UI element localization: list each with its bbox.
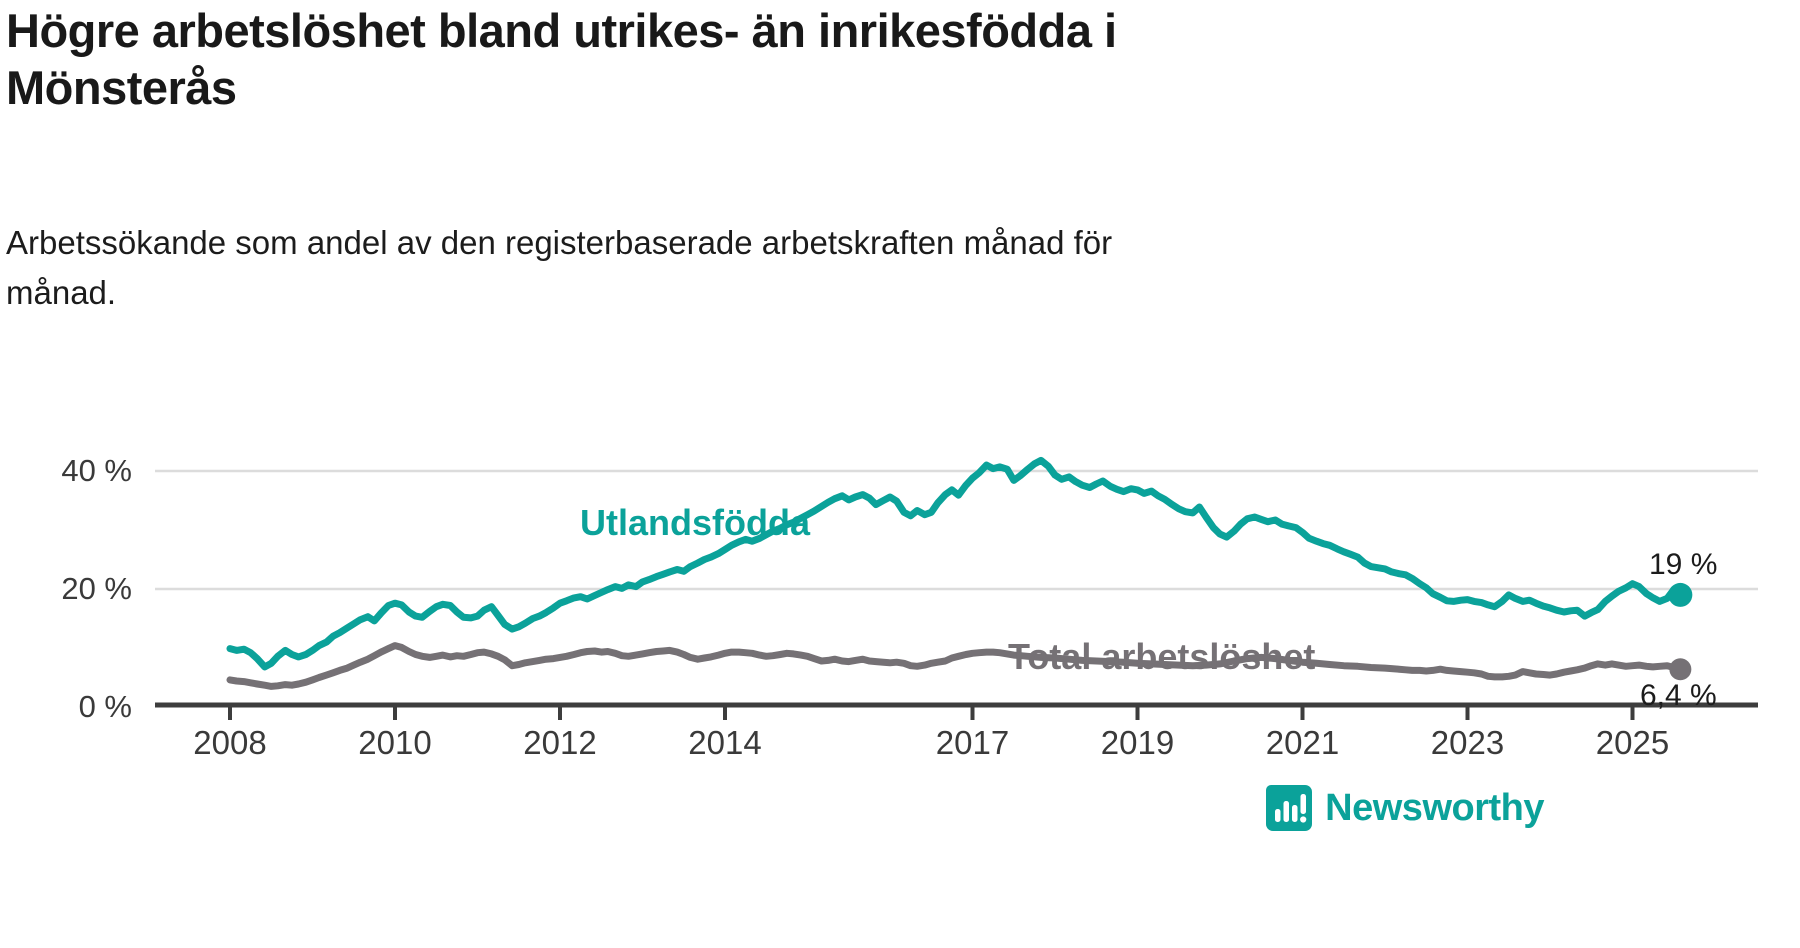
page-title: Högre arbetslöshet bland utrikes- än inr…: [6, 2, 1117, 116]
series-label-total: Total arbetslöshet: [1008, 636, 1316, 677]
end-value-utlandsfodda: 19 %: [1649, 548, 1718, 581]
x-tick-label: 2023: [1430, 724, 1505, 761]
end-value-total: 6,4 %: [1640, 679, 1717, 712]
x-tick-label: 2025: [1595, 724, 1670, 761]
x-tick-label: 2012: [523, 724, 597, 761]
gridlines: [155, 469, 1758, 591]
x-tick-label: 2021: [1265, 724, 1340, 761]
newsworthy-logo-text: Newsworthy: [1325, 786, 1544, 829]
y-tick-label: 40 %: [61, 453, 132, 488]
newsworthy-logo: Newsworthy: [1265, 784, 1544, 832]
x-tick-label: 2017: [935, 724, 1010, 761]
series-line-total: [226, 642, 1684, 690]
y-tick-label: 20 %: [61, 571, 132, 606]
x-tick-label: 2019: [1100, 724, 1175, 761]
series-endpoint-utlandsfodda: [1668, 582, 1693, 607]
title-line-2: Mönsterås: [6, 61, 237, 114]
subtitle-line-1: Arbetssökande som andel av den registerb…: [6, 224, 1113, 261]
series-label-utlandsfodda: Utlandsfödda: [580, 502, 810, 543]
series-endpoint-total: [1669, 658, 1692, 681]
x-axis-ticks: [228, 707, 1635, 720]
x-tick-label: 2010: [358, 724, 432, 761]
series-line-utlandsfodda: [226, 456, 1684, 671]
title-line-1: Högre arbetslöshet bland utrikes- än inr…: [6, 4, 1117, 57]
x-tick-label: 2008: [193, 724, 267, 761]
y-tick-label: 0 %: [78, 689, 132, 724]
subtitle-line-2: månad.: [6, 274, 117, 311]
chart-subtitle: Arbetssökande som andel av den registerb…: [6, 218, 1112, 318]
x-tick-label: 2014: [688, 724, 762, 761]
newsworthy-logo-icon: [1265, 784, 1313, 832]
